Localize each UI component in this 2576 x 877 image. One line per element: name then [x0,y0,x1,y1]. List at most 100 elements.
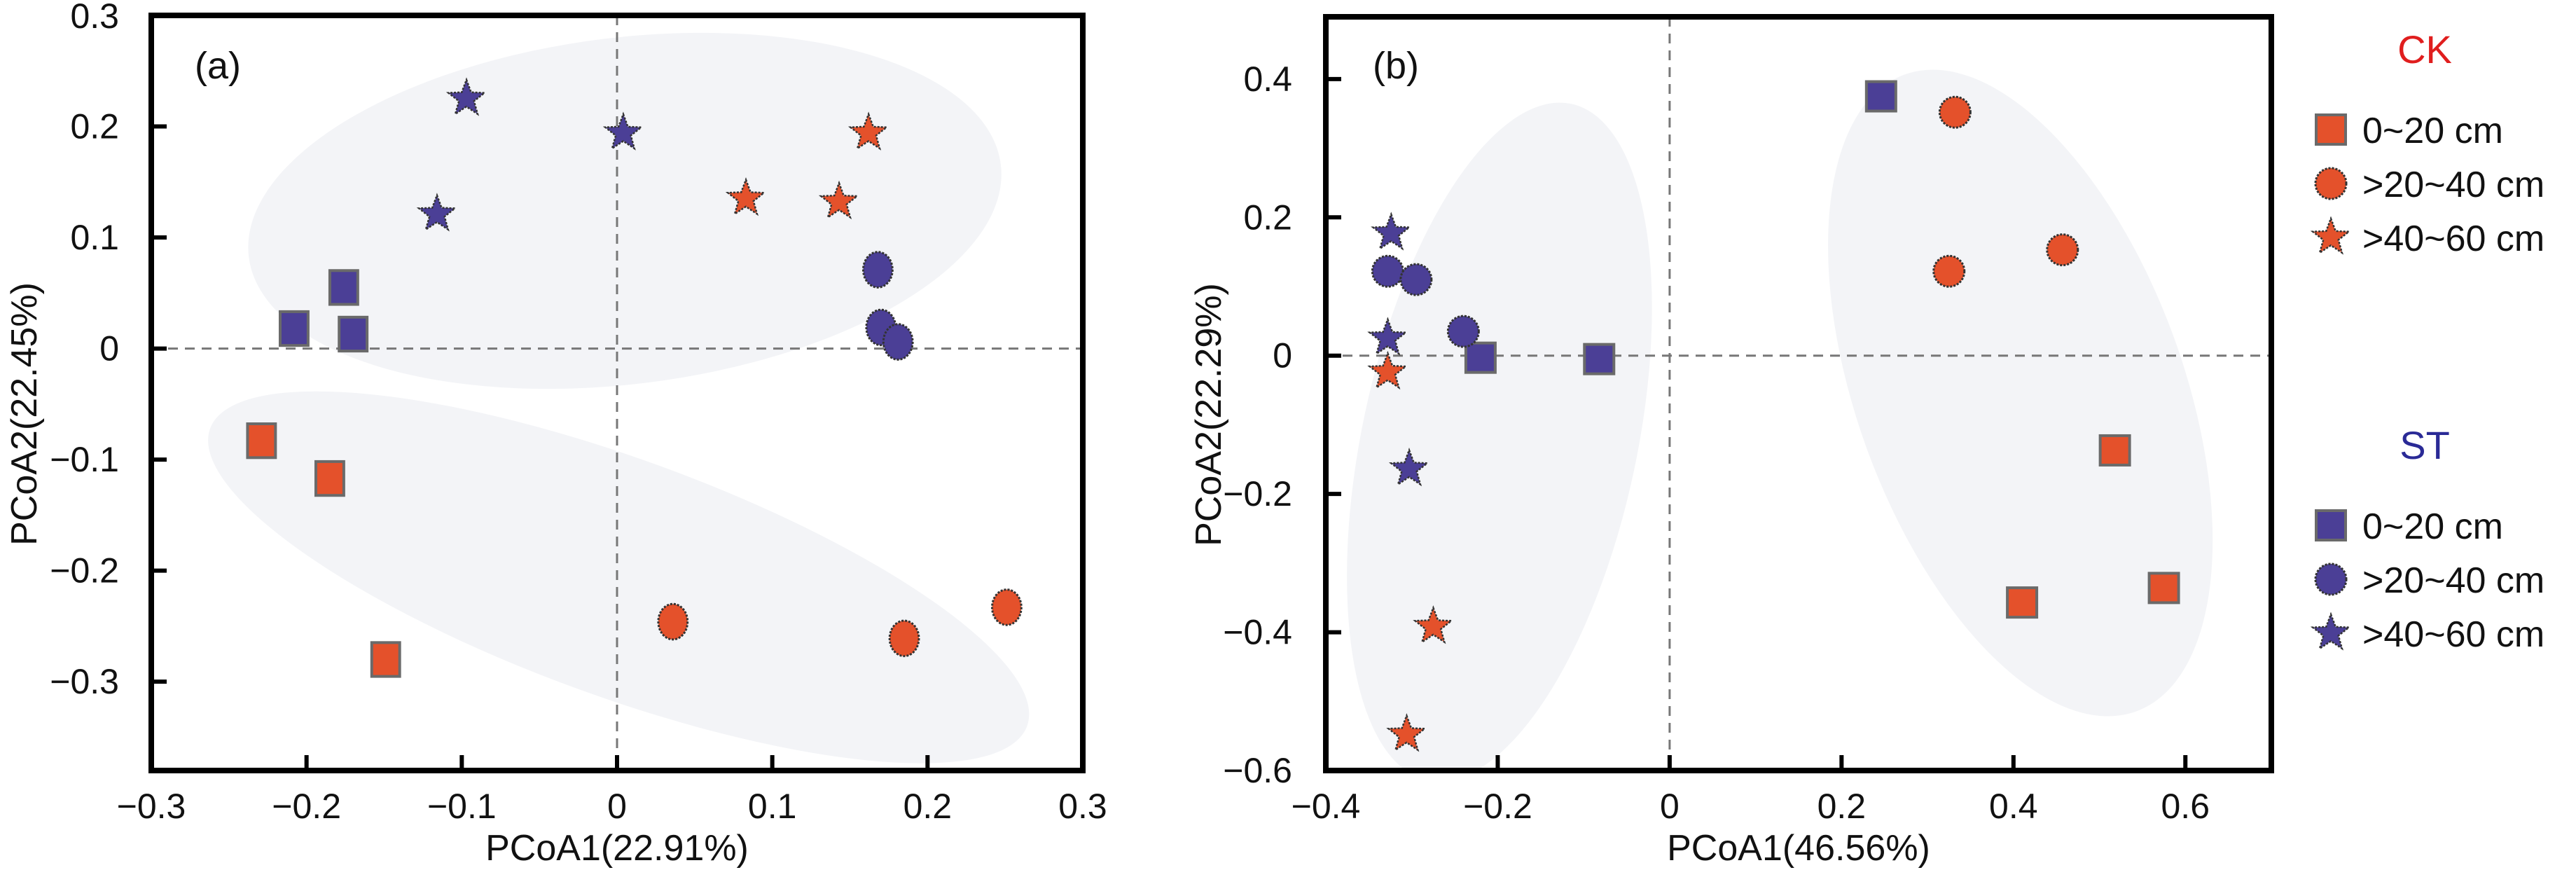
legend-label: 0~20 cm [2362,111,2503,151]
y-tick-label: 0 [99,329,119,368]
data-point-ck-square [2098,434,2131,467]
x-tick-label: 0 [607,787,627,826]
y-tick-label: 0 [1273,336,1292,375]
series-st-star [1367,212,1430,487]
x-tick-label: −0.2 [1463,787,1532,826]
data-point-ck-star [725,177,767,216]
y-tick-label: 0.1 [70,218,119,257]
data-point-ck-star [818,180,860,220]
legend-item: 0~20 cm [2315,111,2503,151]
legend-star-icon [2310,216,2352,255]
legend-circle-icon [2314,167,2348,200]
panel-a: −0.3 −0.2 −0.1 0 0.1 0.2 0.3 0.3 0.2 0.1 0 −0.1 −0.2… [4,0,1107,869]
series-st-square [1464,80,1897,375]
data-point-st-square [1583,343,1616,375]
data-point-st-square [278,310,310,347]
data-point-st-star [1367,317,1408,356]
data-point-ck-circle [1932,254,1966,288]
data-point-ck-star [1367,350,1408,390]
confidence-ellipse-left [1347,102,1652,771]
data-point-st-circle [1399,263,1433,296]
panel-label: (b) [1373,45,1419,87]
data-point-ck-circle [657,602,689,641]
data-points [1367,80,2180,752]
series-ck-circle [1932,95,2079,288]
series-st-circle [862,251,914,361]
data-point-st-square [328,269,359,306]
legend-square-icon [2315,113,2347,146]
series-ck-star [1367,350,1454,752]
data-point-ck-star [1413,605,1454,644]
x-tick-label: −0.3 [117,787,186,826]
y-axis-title: PCoA2(22.29%) [1189,283,1229,546]
legend-label: >40~60 cm [2362,614,2544,655]
y-tick-label: 0.3 [70,0,119,36]
legend-label: >20~40 cm [2362,560,2544,601]
data-point-ck-circle [1938,95,1972,129]
data-point-st-circle [1446,315,1480,348]
x-axis-title: PCoA1(22.91%) [485,828,749,869]
confidence-ellipses [208,32,1030,764]
legend: CK 0~20 cm >20~40 cm >40~60 cm ST 0~20 cm >20~… [2310,27,2544,655]
data-point-st-square [1864,80,1897,113]
data-point-st-star [602,111,644,151]
legend-square-icon [2315,509,2347,541]
x-tick-label: 0.2 [1817,787,1867,826]
data-point-st-square [338,315,369,353]
data-point-st-star [1371,212,1412,251]
legend-item: >20~40 cm [2314,165,2544,205]
confidence-ellipse-upper [248,32,1002,389]
legend-label: >40~60 cm [2362,219,2544,259]
x-tick-label: −0.2 [272,787,341,826]
legend-item: >40~60 cm [2310,216,2544,259]
legend-group-ck: CK 0~20 cm >20~40 cm >40~60 cm [2310,27,2544,259]
legend-circle-icon [2314,562,2348,596]
x-tick-label: 0.2 [903,787,953,826]
x-tick-label: 0.6 [2161,787,2210,826]
data-point-st-star [1389,448,1430,487]
data-point-ck-square [2147,572,2180,605]
series-st-square [278,269,369,353]
y-tick-label: −0.2 [50,551,119,591]
y-tick-label: −0.2 [1223,474,1292,513]
data-point-st-star [445,77,487,116]
legend-item: >40~60 cm [2310,612,2544,655]
data-point-st-square [1464,341,1497,374]
data-point-st-circle [1371,254,1404,288]
x-tick-label: 0.1 [748,787,797,826]
y-tick-label: 0.2 [1243,198,1292,237]
x-axis-title: PCoA1(46.56%) [1667,828,1930,869]
confidence-ellipses [1347,69,2213,771]
data-point-ck-circle [990,588,1023,626]
legend-title: ST [2400,423,2450,467]
y-tick-label: −0.4 [1223,613,1292,652]
data-point-ck-square [314,460,345,497]
y-tick-label: 0.4 [1243,60,1292,99]
y-tick-label: −0.1 [50,440,119,479]
y-tick-label: 0.2 [70,107,119,146]
y-tick-label: −0.3 [50,662,119,701]
series-st-circle [1371,254,1480,348]
series-st-star [416,77,644,232]
legend-item: 0~20 cm [2315,506,2503,547]
panel-label: (a) [195,45,241,87]
confidence-ellipse-lower [208,391,1030,764]
series-ck-circle [657,588,1023,658]
x-tick-label: −0.4 [1292,787,1361,826]
y-tick-label: −0.6 [1223,751,1292,790]
data-point-ck-star [1386,713,1427,752]
data-point-ck-square [370,641,401,678]
plot-frame [1323,14,2274,773]
x-tick-label: 0.3 [1058,787,1107,826]
legend-group-st: ST 0~20 cm >20~40 cm >40~60 cm [2310,423,2544,655]
legend-label: >20~40 cm [2362,165,2544,205]
x-tick-label: −0.1 [427,787,497,826]
x-tick-label: 0 [1660,787,1680,826]
data-point-st-circle [882,323,914,361]
legend-label: 0~20 cm [2362,506,2503,547]
data-point-ck-square [246,422,277,460]
data-point-ck-square [2006,586,2039,619]
data-point-st-star [416,193,457,232]
data-point-ck-circle [888,619,920,658]
